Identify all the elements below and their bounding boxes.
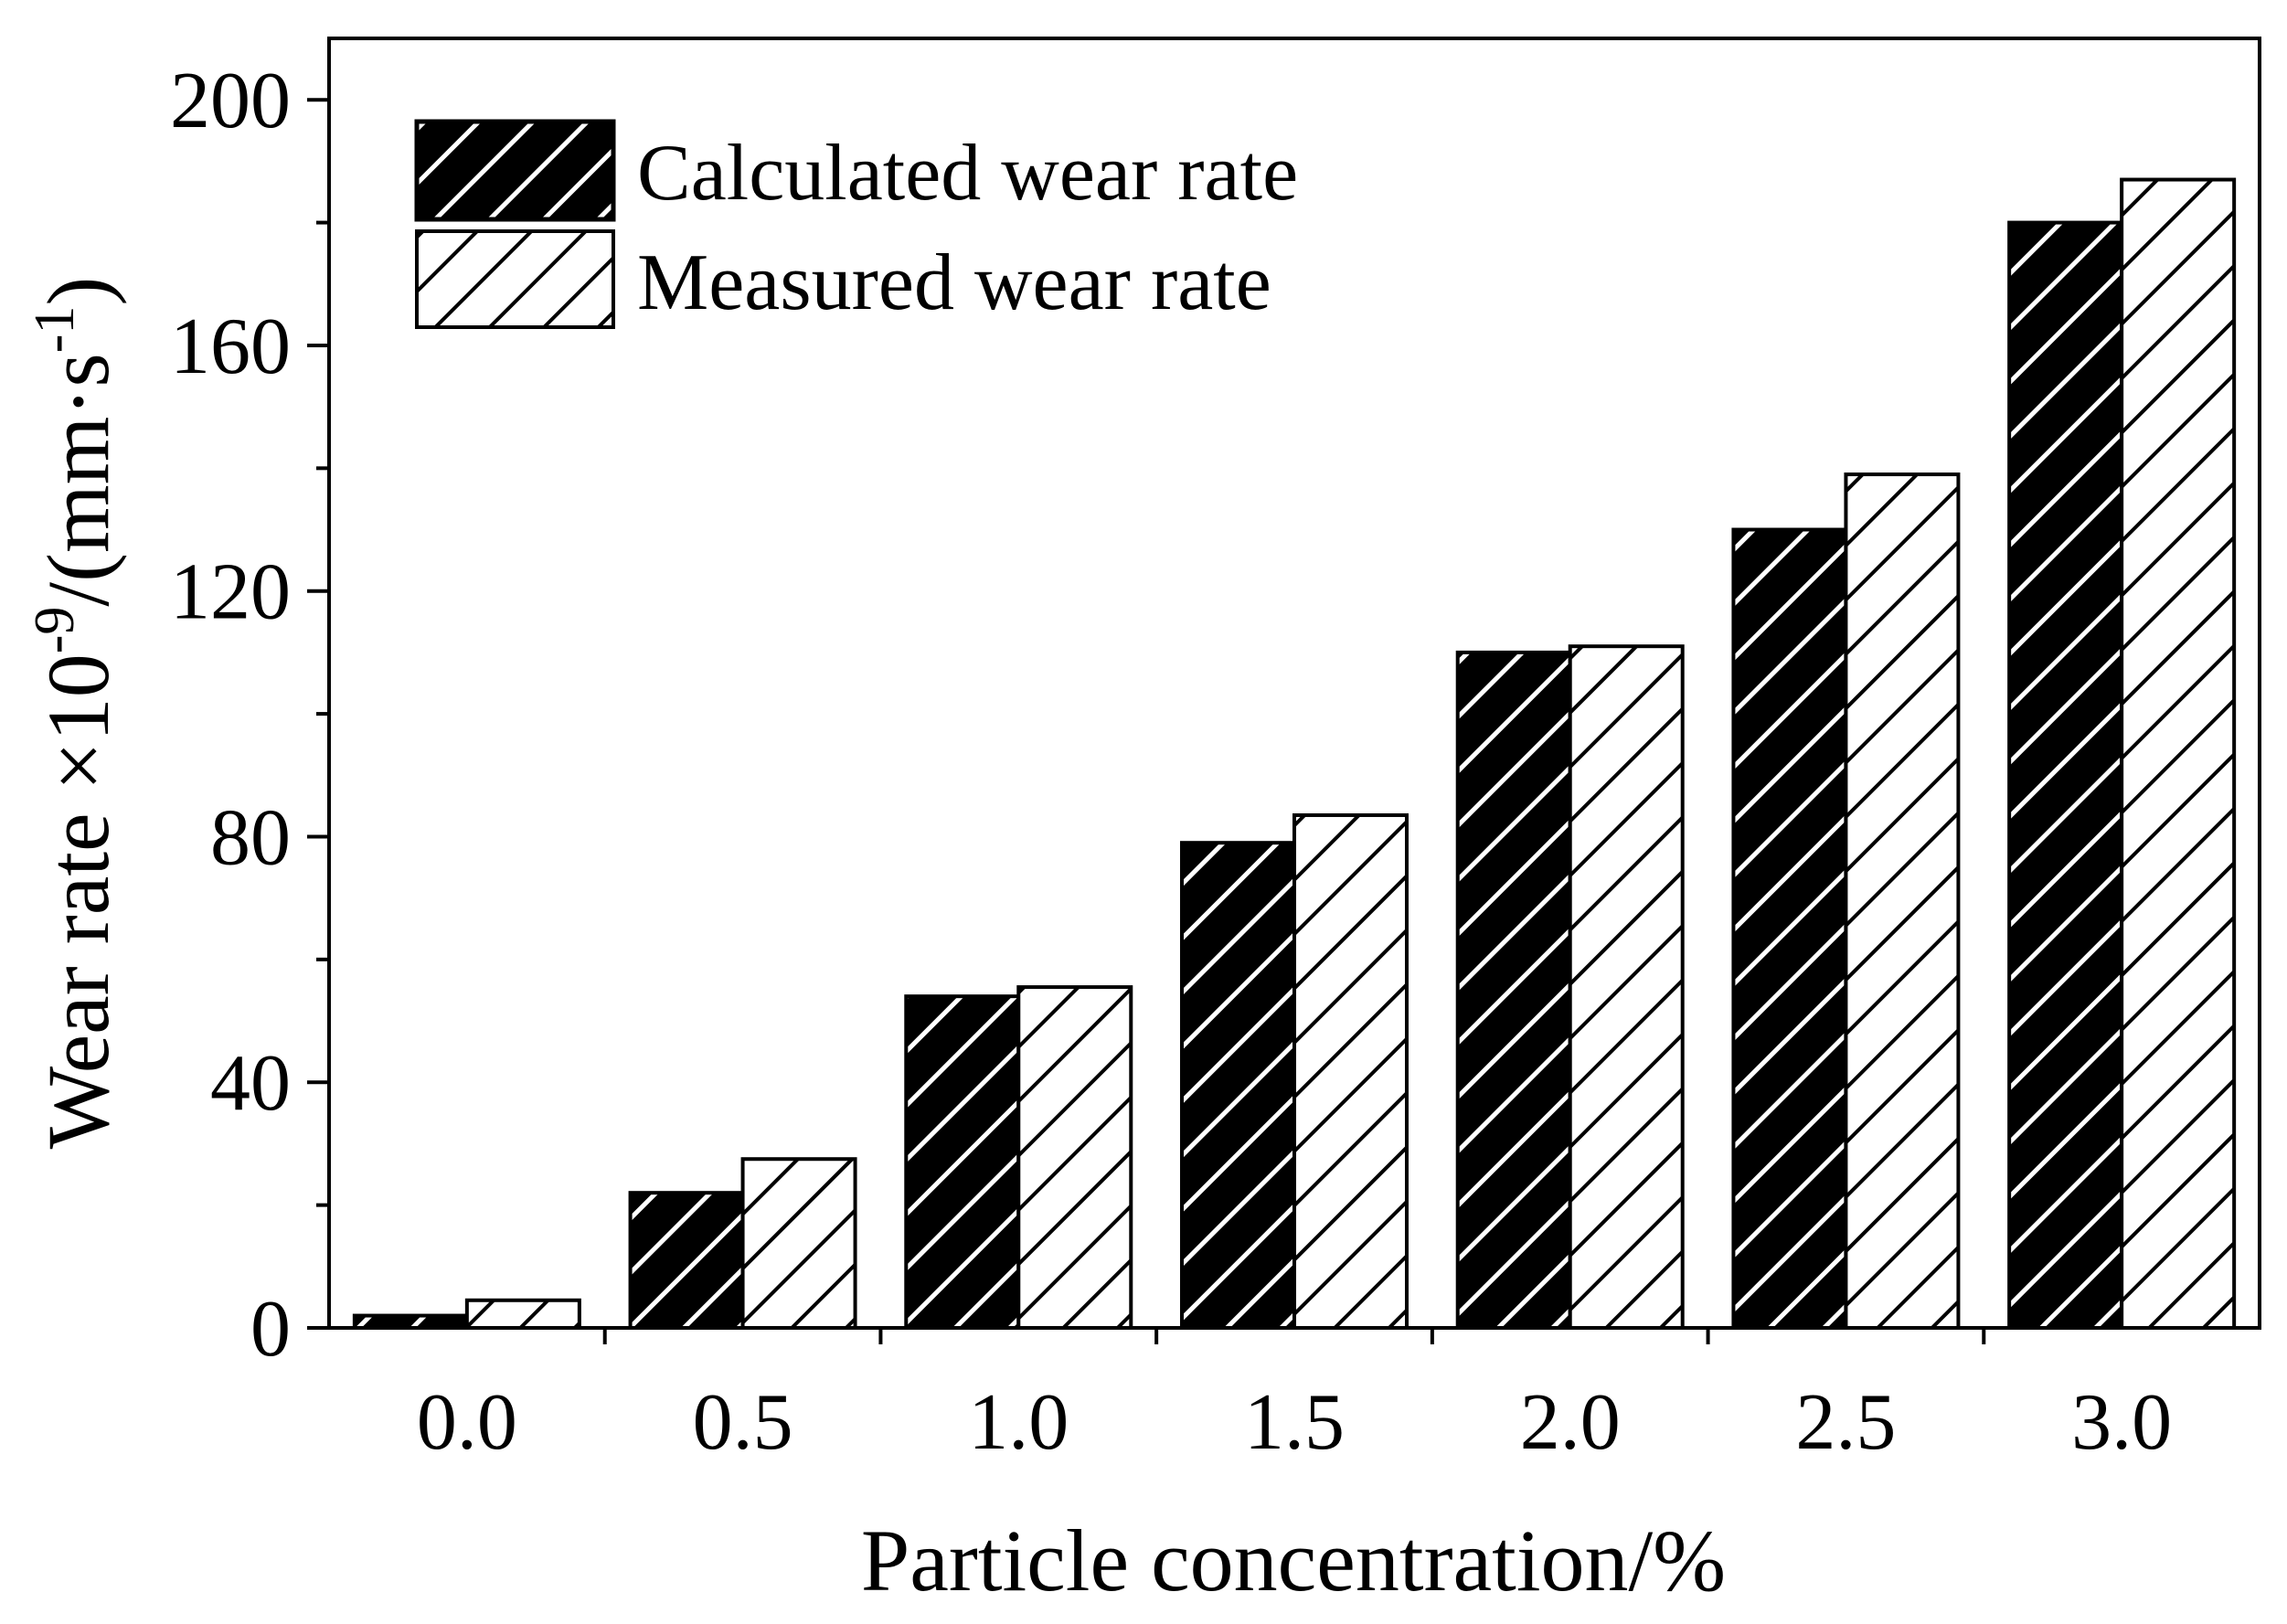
bar-measured-1.0 [1016, 985, 1133, 1331]
x-tick-label: 1.5 [1244, 1378, 1345, 1467]
bar-measured-0.5 [740, 1157, 857, 1330]
bars-layer [352, 177, 2237, 1331]
x-tick-label: 3.0 [2071, 1378, 2172, 1467]
y-axis-title-unit-exponent: -1 [24, 306, 86, 354]
y-tick-label: 120 [170, 548, 291, 637]
plot-frame [327, 37, 2261, 1330]
y-axis-title: Wear rate ×10-9/(mm·s-1) [24, 277, 127, 1150]
bar-measured-2.5 [1844, 472, 1961, 1330]
bar-calculated-0.5 [628, 1191, 745, 1330]
x-tick-label: 0.5 [693, 1378, 793, 1467]
x-tick-label: 2.0 [1520, 1378, 1621, 1467]
legend-label-measured: Measured wear rate [637, 239, 1271, 327]
axes-layer [327, 37, 2261, 1330]
bar-calculated-2.0 [1455, 650, 1572, 1330]
bar-measured-2.0 [1568, 644, 1685, 1330]
bar-calculated-2.5 [1731, 527, 1848, 1330]
x-tick-label: 2.5 [1795, 1378, 1896, 1467]
legend-label-calculated: Calculated wear rate [637, 129, 1298, 218]
y-tick-label: 0 [250, 1285, 291, 1374]
legend-swatch-measured [415, 229, 615, 329]
y-tick-label: 160 [170, 303, 291, 391]
x-axis-title: Particle concentration/% [861, 1512, 1726, 1609]
x-tick-label: 0.0 [417, 1378, 517, 1467]
bar-calculated-0.0 [352, 1313, 469, 1330]
y-axis-title-exponent: -9 [24, 607, 86, 654]
y-tick-label: 200 [170, 57, 291, 145]
bar-calculated-1.0 [904, 994, 1021, 1330]
bar-measured-1.5 [1292, 812, 1409, 1330]
y-tick-label: 40 [210, 1039, 291, 1128]
x-tick-label: 1.0 [968, 1378, 1069, 1467]
bar-measured-3.0 [2120, 177, 2237, 1331]
ticks-layer: 0 40 80 120 160 200 0.0 0.5 1.0 1.5 2.0 2.5 3.0 [170, 57, 2172, 1467]
y-tick-label: 80 [210, 793, 291, 882]
bar-measured-0.0 [464, 1298, 581, 1330]
bar-calculated-3.0 [2007, 220, 2124, 1331]
legend-swatch-calculated [414, 119, 616, 222]
legend: Calculated wear rate Measured wear rate [414, 119, 1298, 329]
bar-calculated-1.5 [1180, 841, 1296, 1330]
